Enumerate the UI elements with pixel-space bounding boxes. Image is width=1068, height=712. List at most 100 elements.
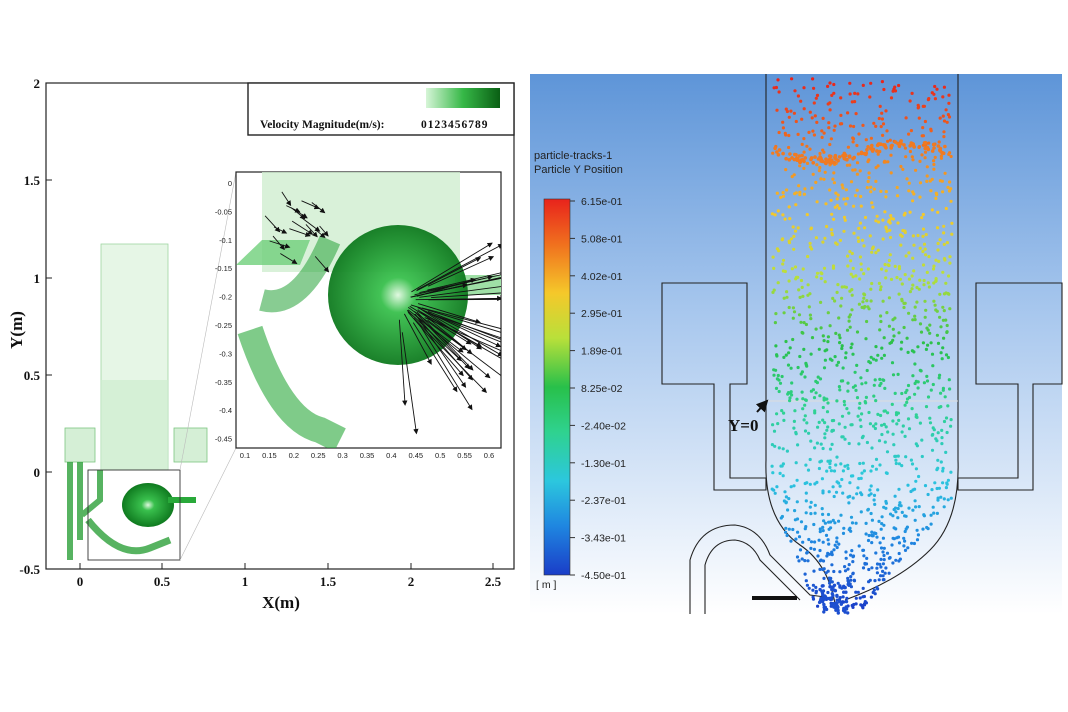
y-zero-arrow	[755, 399, 769, 413]
particle	[860, 382, 864, 386]
particle	[795, 478, 799, 482]
particle	[894, 458, 898, 462]
particle	[920, 153, 924, 157]
particle	[869, 190, 873, 194]
particle	[936, 341, 941, 345]
particle	[945, 482, 949, 486]
particle	[826, 335, 831, 339]
particle	[911, 234, 916, 238]
particle	[791, 225, 795, 229]
particle	[869, 287, 873, 291]
particle	[913, 392, 917, 396]
particle	[816, 554, 820, 558]
particle	[893, 506, 898, 510]
particle	[860, 412, 864, 416]
particle	[865, 556, 869, 561]
particle	[887, 324, 892, 328]
particle	[848, 163, 852, 167]
particle	[859, 194, 863, 199]
particle	[833, 589, 838, 593]
particle	[804, 322, 809, 327]
particle	[781, 126, 786, 130]
particle	[794, 537, 798, 541]
particle	[859, 268, 864, 272]
particle	[798, 295, 802, 299]
particle	[869, 185, 873, 189]
particle	[925, 174, 929, 178]
particle	[886, 411, 890, 415]
particle	[802, 192, 807, 196]
particle	[938, 238, 942, 242]
particle	[909, 458, 914, 462]
inset-x-tick-label: 0.5	[435, 451, 445, 460]
particle	[872, 383, 876, 387]
particle	[823, 421, 827, 425]
particle	[949, 199, 953, 203]
particle	[942, 119, 947, 123]
particle	[903, 548, 908, 553]
particle	[827, 576, 831, 580]
particle	[886, 263, 890, 267]
velocity-vector	[415, 314, 467, 388]
particle	[932, 92, 936, 96]
particle	[801, 540, 805, 544]
particle	[821, 418, 825, 422]
particle	[911, 256, 915, 260]
inset-y-tick-label: -0.05	[215, 207, 232, 216]
particle	[909, 489, 913, 494]
particle	[907, 189, 911, 193]
particle	[876, 488, 880, 492]
particle	[927, 255, 931, 259]
particle	[860, 604, 865, 609]
particle	[795, 500, 799, 504]
particle	[859, 476, 863, 480]
particle	[902, 536, 906, 540]
particle	[820, 477, 825, 481]
particle	[942, 242, 946, 246]
particle	[936, 241, 940, 246]
particle	[792, 419, 797, 423]
particle	[850, 251, 854, 256]
particle	[819, 300, 823, 304]
particle	[818, 587, 822, 592]
particle	[891, 561, 895, 565]
particle	[817, 538, 821, 542]
particle	[942, 135, 946, 139]
particle	[893, 264, 897, 268]
particle	[826, 340, 830, 344]
particle	[849, 575, 853, 579]
particle	[902, 544, 906, 548]
particle	[849, 346, 853, 350]
particle	[797, 559, 801, 563]
particle	[914, 442, 918, 446]
velocity-vector	[419, 324, 473, 411]
particle	[919, 369, 923, 373]
particle	[894, 510, 898, 514]
particle	[915, 538, 920, 542]
velocity-vector	[315, 229, 326, 238]
flow-domain	[64, 171, 237, 561]
particle	[928, 331, 932, 335]
particle	[777, 249, 781, 253]
particle	[875, 149, 879, 153]
particle	[835, 593, 839, 598]
particle	[883, 571, 887, 575]
particle	[871, 357, 876, 361]
particle	[823, 280, 827, 284]
particle	[801, 407, 805, 411]
particle	[816, 604, 820, 608]
particle	[852, 204, 856, 208]
particle	[904, 254, 908, 258]
particle	[825, 554, 829, 558]
particle	[872, 498, 876, 502]
particle	[818, 567, 822, 572]
particle	[823, 170, 827, 174]
particle	[848, 92, 852, 96]
particle	[909, 129, 914, 133]
y-tick-label: 0	[34, 465, 41, 480]
inset-y-tick-label: -0.35	[215, 378, 232, 387]
particle	[859, 424, 863, 429]
particle	[827, 552, 832, 556]
particle	[926, 98, 931, 102]
particle	[913, 362, 917, 366]
